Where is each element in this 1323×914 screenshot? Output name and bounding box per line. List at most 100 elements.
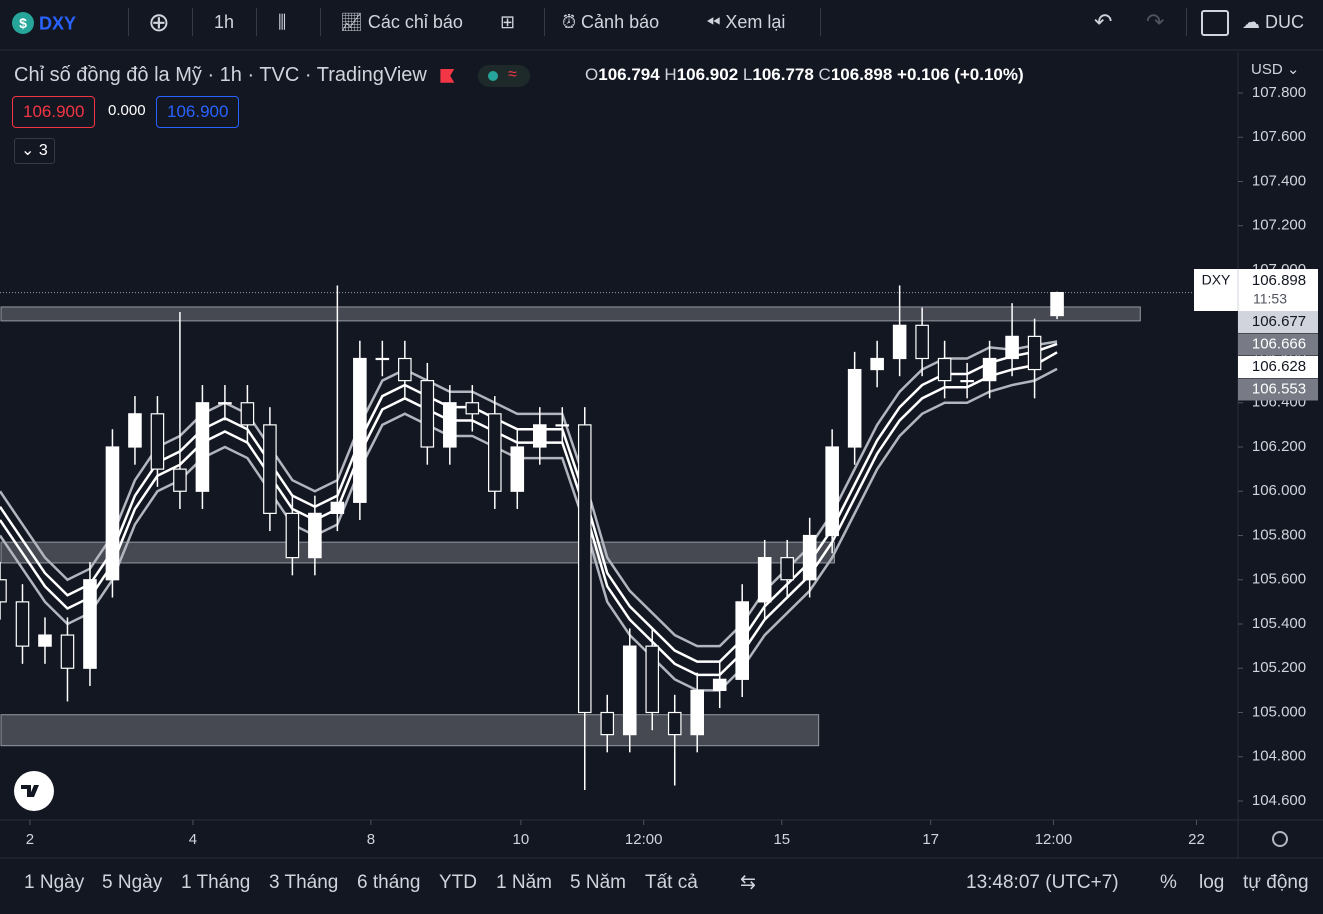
- c-value: 106.898: [830, 65, 893, 84]
- x-tick-label: 15: [773, 831, 790, 848]
- candle-body: [600, 711, 615, 736]
- range-button[interactable]: 5 Năm: [570, 872, 626, 893]
- user-button[interactable]: ☁︎ DUC: [1242, 12, 1305, 32]
- chart-type-button[interactable]: ⫼: [278, 12, 287, 32]
- date-range-button[interactable]: ⇆: [740, 872, 756, 893]
- replay-label: Xem lại: [725, 12, 786, 32]
- candle-body: [105, 446, 120, 581]
- candle-body: [173, 468, 187, 492]
- range-button[interactable]: YTD: [439, 872, 477, 893]
- collapse-indicators[interactable]: ⌄ 3: [14, 138, 55, 164]
- layouts-button[interactable]: ⊞: [500, 12, 516, 32]
- h-value: 106.902: [676, 65, 739, 84]
- candle-body: [667, 711, 682, 736]
- candle-body: [1005, 335, 1019, 360]
- candle-body: [870, 357, 884, 371]
- candle-body: [937, 357, 952, 382]
- candle-body: [465, 402, 480, 415]
- spread: 0.000: [108, 102, 146, 119]
- buy-button[interactable]: 106.900: [156, 96, 240, 128]
- symbol-button[interactable]: $ DXY: [12, 0, 76, 44]
- price-label-bg: [1238, 311, 1318, 333]
- candle-body: [780, 557, 794, 581]
- sell-button[interactable]: 106.900: [12, 96, 96, 128]
- candle-body: [150, 413, 165, 470]
- range-button[interactable]: 1 Năm: [496, 872, 552, 893]
- candle-body: [1027, 335, 1042, 371]
- x-tick-label: 12:00: [625, 831, 663, 848]
- undo-button[interactable]: ↶: [1094, 9, 1113, 34]
- plot-background: [0, 52, 1237, 820]
- x-tick-label: 12:00: [1035, 831, 1073, 848]
- y-tick-label: 105.600: [1252, 571, 1306, 588]
- x-tick-label: 4: [189, 831, 197, 848]
- candle-body: [398, 357, 412, 382]
- candle-body: [128, 413, 142, 448]
- fullscreen-button[interactable]: [1201, 10, 1229, 36]
- candle-body: [1050, 291, 1064, 317]
- candle-body: [712, 678, 727, 691]
- redo-button[interactable]: ↷: [1146, 9, 1165, 34]
- candle-body: [982, 357, 997, 382]
- candle-body: [825, 446, 839, 537]
- candle-body: [645, 645, 660, 714]
- candle-body: [195, 402, 210, 492]
- y-tick-label: 107.200: [1252, 217, 1306, 234]
- candle-body: [15, 601, 30, 647]
- y-tick-label: 107.400: [1252, 172, 1306, 189]
- o-label: O: [585, 65, 599, 84]
- price-label: 106.553: [1252, 380, 1306, 397]
- y-tick-label: 107.800: [1252, 84, 1306, 101]
- x-tick-label: 17: [922, 831, 939, 848]
- y-tick-label: 104.600: [1252, 792, 1306, 809]
- candle-body: [83, 579, 97, 669]
- auto-button[interactable]: tự động: [1243, 872, 1309, 893]
- candle-body: [308, 512, 322, 559]
- add-symbol[interactable]: ⊕: [148, 7, 170, 37]
- y-tick-label: 104.800: [1252, 748, 1306, 765]
- log-button[interactable]: log: [1199, 872, 1225, 893]
- settings-icon[interactable]: [1272, 831, 1288, 847]
- candle-body: [488, 413, 502, 492]
- legend-source: TradingView: [316, 64, 427, 86]
- candle-body: [847, 368, 862, 448]
- h-label: H: [664, 65, 677, 84]
- range-button[interactable]: 3 Tháng: [269, 872, 339, 893]
- x-tick-label: 8: [367, 831, 375, 848]
- candle-body: [330, 501, 345, 514]
- y-tick-label: 106.200: [1252, 438, 1306, 455]
- y-tick-label: 105.400: [1252, 615, 1306, 632]
- x-tick-label: 2: [26, 831, 34, 848]
- candle-body: [915, 324, 929, 360]
- y-tick-label: 107.600: [1252, 128, 1306, 145]
- y-tick-label: 105.200: [1252, 659, 1306, 676]
- envelope-line: [0, 340, 1058, 648]
- legend-exchange: TVC: [259, 64, 300, 86]
- alerts-label: Cảnh báo: [581, 12, 660, 32]
- y-tick-label: 106.000: [1252, 482, 1306, 499]
- o-value: 106.794: [598, 65, 660, 84]
- price-tag-countdown: 11:53: [1253, 291, 1287, 307]
- range-button[interactable]: Tất cả: [645, 872, 698, 893]
- replay-button[interactable]: ⏪︎ Xem lại: [706, 12, 786, 32]
- l-value: 106.778: [752, 65, 814, 84]
- candle-body: [375, 357, 390, 361]
- price-label-bg: [1238, 378, 1318, 401]
- axes: 104.600 104.800 105.000 105.200 105.400 105.6…: [26, 84, 1318, 848]
- range-button[interactable]: 1 Tháng: [181, 872, 251, 893]
- range-button[interactable]: 6 tháng: [357, 872, 421, 893]
- indicators-button[interactable]: 📈︎ Các chỉ báo: [340, 12, 463, 32]
- range-button[interactable]: 1 Ngày: [24, 872, 85, 893]
- candle-body: [38, 634, 52, 647]
- x-tick-label: 10: [513, 831, 530, 848]
- percent-button[interactable]: %: [1160, 872, 1177, 893]
- alerts-button[interactable]: ⏰︎ Cảnh báo: [562, 12, 660, 32]
- symbol-name: Chỉ số đồng đô la Mỹ: [14, 64, 202, 86]
- currency-button[interactable]: USD ⌄: [1251, 61, 1300, 78]
- y-tick-label: 105.800: [1252, 526, 1306, 543]
- zone: [0, 306, 1141, 322]
- interval-button[interactable]: 1h: [214, 12, 235, 32]
- range-button[interactable]: 5 Ngày: [102, 872, 163, 893]
- candle-body: [735, 601, 749, 680]
